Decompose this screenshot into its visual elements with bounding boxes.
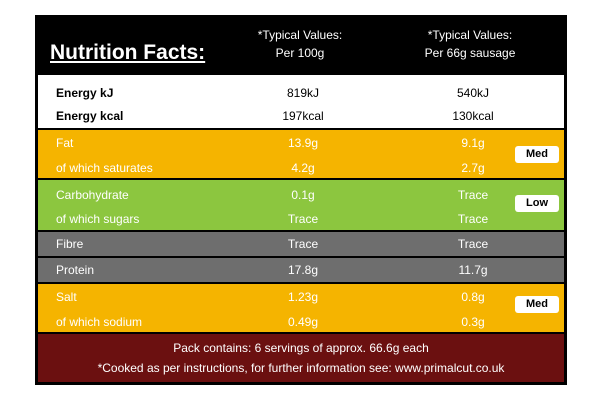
cell: Trace (457, 212, 489, 226)
row-label: Fibre (56, 237, 84, 251)
cell: 819kJ (286, 86, 320, 100)
cell: 9.1g (461, 136, 485, 150)
row-label: of which sugars (56, 212, 140, 226)
cell: 540kJ (456, 86, 490, 100)
fat-band: Fat 13.9g 9.1g of which saturates 4.2g 2… (38, 130, 564, 178)
nutrition-panel: Nutrition Facts: *Typical Values: Per 10… (35, 15, 567, 385)
cell: 0.3g (461, 315, 485, 329)
cell: 0.8g (461, 290, 485, 304)
footer-line: Pack contains: 6 servings of approx. 66.… (173, 341, 429, 355)
title: Nutrition Facts: (50, 41, 206, 64)
fibre-band: Fibre Trace Trace (38, 232, 564, 256)
rating-badge: Med (515, 296, 559, 313)
row-label: Salt (56, 290, 77, 304)
cell: 1.23g (287, 290, 319, 304)
cell: 197kcal (282, 109, 324, 123)
cell: Trace (457, 237, 489, 251)
cell: Trace (287, 237, 319, 251)
row-label: of which sodium (56, 315, 143, 329)
row-label: Carbohydrate (56, 188, 129, 202)
salt-band: Salt 1.23g 0.8g of which sodium 0.49g 0.… (38, 284, 564, 332)
protein-band: Protein 17.8g 11.7g (38, 258, 564, 282)
cell: 2.7g (461, 161, 485, 175)
footer-band: Pack contains: 6 servings of approx. 66.… (38, 334, 564, 382)
column-heading: Per 100g (275, 46, 325, 60)
row-label: Energy kJ (56, 86, 114, 100)
column-heading: *Typical Values: (427, 28, 513, 42)
cell: 130kcal (452, 109, 494, 123)
row-label: Fat (56, 136, 74, 150)
cell: Trace (457, 188, 489, 202)
column-heading: Per 66g sausage (424, 46, 516, 60)
cell: 0.1g (291, 188, 315, 202)
carbohydrate-band: Carbohydrate 0.1g Trace of which sugars … (38, 180, 564, 230)
row-label: Protein (56, 263, 95, 277)
rating-badge: Low (515, 195, 559, 212)
cell: 4.2g (291, 161, 315, 175)
cell: 17.8g (287, 263, 319, 277)
cell: 11.7g (458, 263, 488, 277)
row-label: Energy kcal (56, 109, 124, 123)
cell: Trace (287, 212, 319, 226)
column-heading: *Typical Values: (257, 28, 343, 42)
energy-band: Energy kJ 819kJ 540kJ Energy kcal 197kca… (38, 75, 564, 128)
row-label: of which saturates (56, 161, 153, 175)
rating-badge: Med (515, 146, 559, 163)
cell: 13.9g (287, 136, 319, 150)
footer-line: *Cooked as per instructions, for further… (97, 361, 505, 375)
cell: 0.49g (287, 315, 319, 329)
